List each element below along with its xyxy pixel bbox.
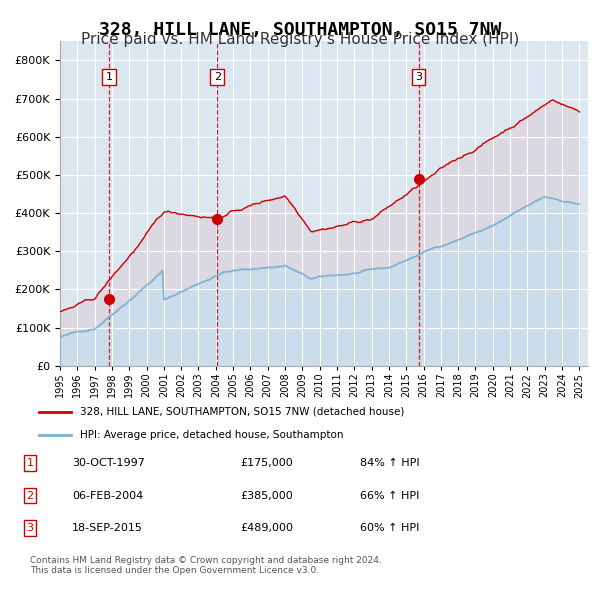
Text: 30-OCT-1997: 30-OCT-1997 (72, 458, 145, 468)
Text: Contains HM Land Registry data © Crown copyright and database right 2024.
This d: Contains HM Land Registry data © Crown c… (30, 556, 382, 575)
Text: £489,000: £489,000 (240, 523, 293, 533)
Text: 3: 3 (415, 72, 422, 82)
Text: 2: 2 (26, 491, 34, 500)
Text: 2: 2 (214, 72, 221, 82)
Text: 328, HILL LANE, SOUTHAMPTON, SO15 7NW (detached house): 328, HILL LANE, SOUTHAMPTON, SO15 7NW (d… (79, 407, 404, 417)
Text: 60% ↑ HPI: 60% ↑ HPI (360, 523, 419, 533)
Text: £385,000: £385,000 (240, 491, 293, 500)
Text: 3: 3 (26, 523, 34, 533)
Text: 18-SEP-2015: 18-SEP-2015 (72, 523, 143, 533)
Text: Price paid vs. HM Land Registry's House Price Index (HPI): Price paid vs. HM Land Registry's House … (81, 32, 519, 47)
Text: 84% ↑ HPI: 84% ↑ HPI (360, 458, 419, 468)
Text: 328, HILL LANE, SOUTHAMPTON, SO15 7NW: 328, HILL LANE, SOUTHAMPTON, SO15 7NW (99, 21, 501, 39)
Text: 1: 1 (106, 72, 112, 82)
Text: HPI: Average price, detached house, Southampton: HPI: Average price, detached house, Sout… (79, 431, 343, 440)
Text: 06-FEB-2004: 06-FEB-2004 (72, 491, 143, 500)
Text: £175,000: £175,000 (240, 458, 293, 468)
Text: 1: 1 (26, 458, 34, 468)
Text: 66% ↑ HPI: 66% ↑ HPI (360, 491, 419, 500)
